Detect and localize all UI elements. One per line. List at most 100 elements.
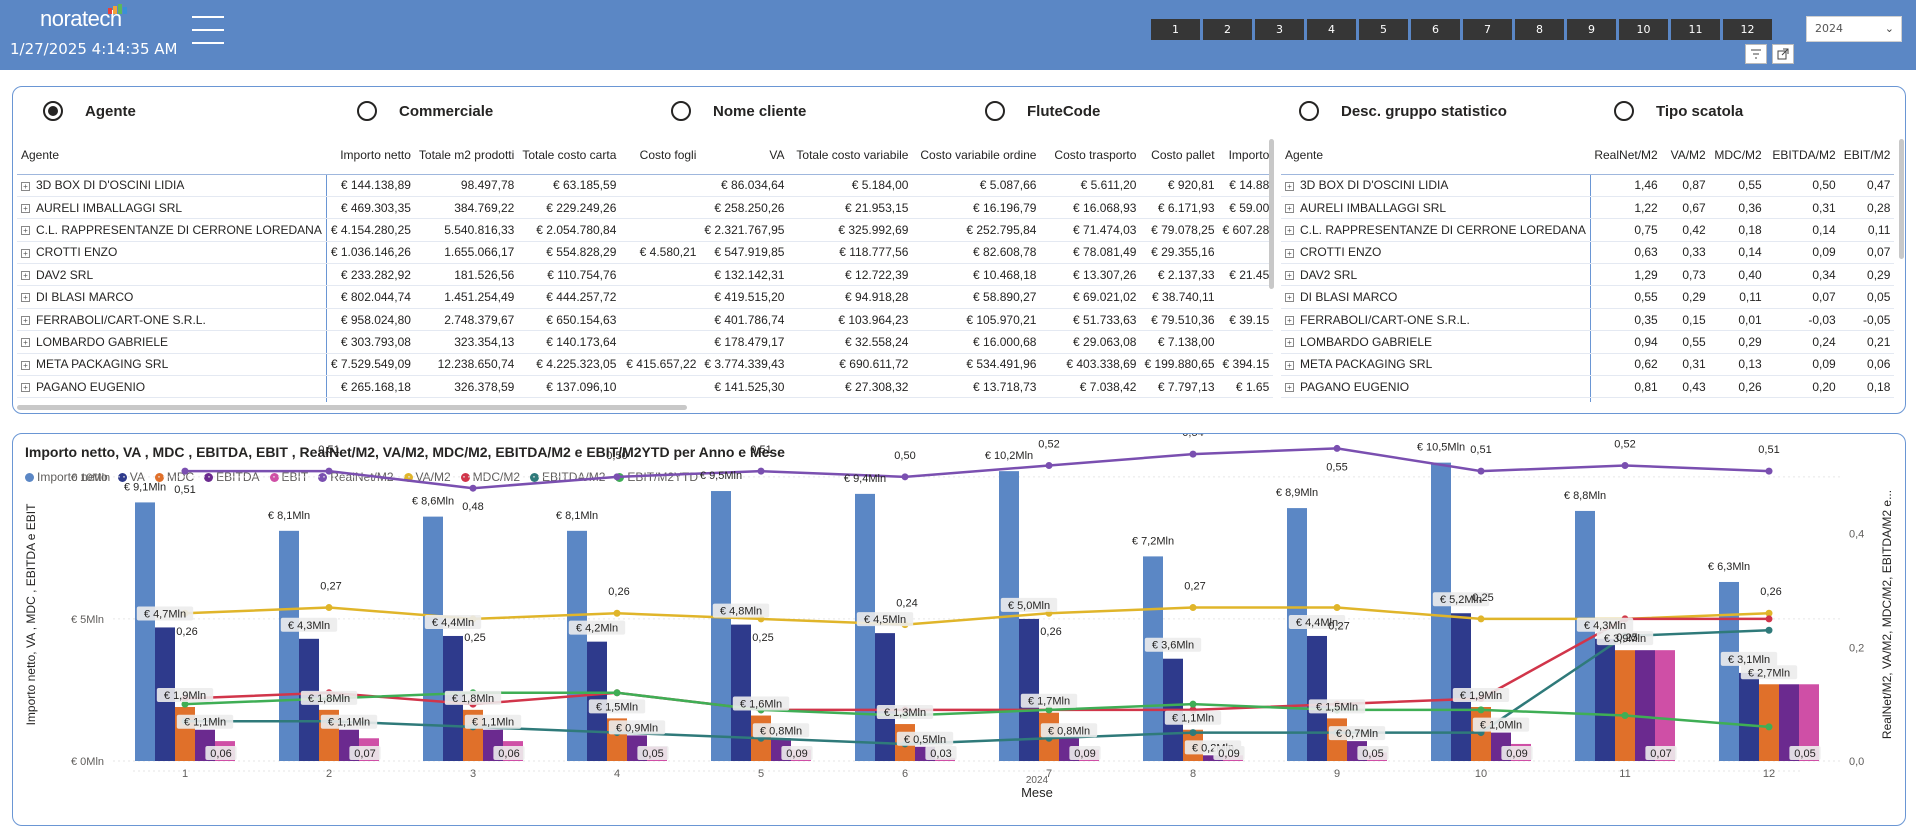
expand-icon[interactable]: + — [1285, 248, 1294, 258]
table-row[interactable]: + DI BLASI MARCO € 802.044,74 1.451.254,49 €… — [17, 285, 1274, 309]
line-point[interactable] — [1045, 461, 1053, 469]
column-header[interactable]: Importo netto — [326, 137, 415, 175]
month-button-6[interactable]: 6 — [1411, 19, 1460, 40]
table-row[interactable]: + AURELI IMBALLAGGI SRL € 469.303,35 384.76… — [17, 196, 1274, 220]
column-header[interactable]: Costo variabile ordine — [912, 137, 1041, 175]
column-header[interactable]: Totale costo carta — [518, 137, 621, 175]
vertical-scrollbar[interactable] — [1269, 139, 1274, 289]
table-row[interactable]: + DAV2 SRL 1,29 0,73 0,40 0,34 0,29 — [1281, 263, 1895, 287]
column-header[interactable]: Totale m2 prodotti — [414, 137, 519, 175]
line-point[interactable] — [1333, 604, 1341, 612]
column-header[interactable]: Agente — [1281, 137, 1591, 175]
table-row[interactable]: + FERRABOLI/CART-ONE S.R.L. € 958.024,80 2.… — [17, 308, 1274, 332]
expand-icon[interactable]: + — [1285, 360, 1294, 370]
line-point[interactable] — [325, 604, 333, 612]
expand-icon[interactable]: + — [21, 383, 30, 393]
line-point[interactable] — [613, 689, 621, 697]
table-row[interactable]: +PONTARELLI LUIGI ELLEPI PROMOTION RAPPR… — [17, 397, 1274, 402]
table-row[interactable]: + META PACKAGING SRL € 7.529.549,09 12.238.… — [17, 353, 1274, 377]
bar-ebit[interactable] — [1655, 650, 1675, 761]
line-ebitda-m2[interactable] — [185, 629, 1770, 746]
line-point[interactable] — [1189, 450, 1197, 458]
hamburger-menu-icon[interactable] — [192, 16, 224, 46]
line-point[interactable] — [1477, 615, 1485, 623]
bar-importo-netto[interactable] — [855, 493, 875, 761]
expand-icon[interactable]: + — [1285, 338, 1294, 348]
expand-icon[interactable]: + — [1285, 203, 1294, 213]
column-header[interactable]: Costo pallet — [1140, 137, 1219, 175]
bar-importo-netto[interactable] — [711, 491, 731, 761]
line-point[interactable] — [1765, 609, 1773, 617]
bar-mdc[interactable] — [1615, 650, 1635, 761]
bar-va[interactable] — [731, 624, 751, 761]
column-header[interactable]: EBIT/M2 — [1839, 137, 1895, 175]
line-point[interactable] — [1477, 706, 1485, 714]
expand-icon[interactable]: + — [1285, 181, 1294, 191]
expand-icon[interactable]: + — [21, 315, 30, 325]
bar-va[interactable] — [1739, 672, 1759, 761]
table-row[interactable]: + CROTTI ENZO 0,63 0,33 0,14 0,09 0,07 — [1281, 241, 1895, 265]
line-point[interactable] — [1189, 700, 1197, 708]
line-point[interactable] — [1189, 729, 1197, 737]
table-row[interactable]: + C.L. RAPPRESENTANZE DI CERRONE LOREDANA… — [1281, 218, 1895, 242]
expand-icon[interactable]: + — [21, 181, 30, 191]
table-row[interactable]: +3D BOX DI D'OSCINI LIDIA 1,46 0,87 0,55 0,5… — [1281, 174, 1895, 197]
bar-mdc[interactable] — [1759, 684, 1779, 761]
legend-item[interactable]: MDC/M2 — [460, 470, 520, 484]
expand-icon[interactable]: + — [1285, 315, 1294, 325]
table-row[interactable]: + META PACKAGING SRL 0,62 0,31 0,13 0,09 0,06 — [1281, 353, 1895, 377]
line-point[interactable] — [1477, 467, 1485, 475]
radio-option[interactable]: Agente — [43, 101, 136, 121]
line-point[interactable] — [1621, 461, 1629, 469]
bar-va[interactable] — [1451, 613, 1471, 761]
table-row[interactable]: +3D BOX DI D'OSCINI LIDIA € 144.138,89 98.… — [17, 174, 1274, 197]
bar-ebit[interactable] — [1799, 684, 1819, 761]
bar-va[interactable] — [875, 633, 895, 761]
legend-item[interactable]: VA — [117, 470, 145, 484]
line-point[interactable] — [325, 467, 333, 475]
column-header[interactable]: Costo fogli — [620, 137, 701, 175]
bar-importo-netto[interactable] — [1143, 556, 1163, 761]
line-point[interactable] — [181, 700, 189, 708]
table-row[interactable]: + PAGANO EUGENIO 0,81 0,43 0,26 0,20 0,18 — [1281, 375, 1895, 399]
month-button-8[interactable]: 8 — [1515, 19, 1564, 40]
line-point[interactable] — [1333, 444, 1341, 452]
month-button-9[interactable]: 9 — [1567, 19, 1616, 40]
bar-importo-netto[interactable] — [135, 502, 155, 761]
table-row[interactable]: + AURELI IMBALLAGGI SRL 1,22 0,67 0,36 0,31 0,… — [1281, 196, 1895, 220]
table-row[interactable]: + DAV2 SRL € 233.282,92 181.526,56 € 110.754… — [17, 263, 1274, 287]
expand-icon[interactable]: + — [1285, 226, 1294, 236]
line-point[interactable] — [1765, 723, 1773, 731]
line-point[interactable] — [901, 473, 909, 481]
bar-va[interactable] — [1019, 618, 1039, 761]
line-point[interactable] — [1765, 615, 1773, 623]
line-point[interactable] — [1621, 712, 1629, 720]
line-point[interactable] — [1045, 706, 1053, 714]
line-point[interactable] — [1189, 604, 1197, 612]
bar-va[interactable] — [1595, 638, 1615, 761]
month-button-7[interactable]: 7 — [1463, 19, 1512, 40]
expand-icon[interactable]: + — [21, 271, 30, 281]
column-header[interactable]: MDC/M2 — [1709, 137, 1766, 175]
expand-icon[interactable]: + — [21, 338, 30, 348]
line-point[interactable] — [181, 467, 189, 475]
expand-icon[interactable]: + — [21, 203, 30, 213]
month-button-4[interactable]: 4 — [1307, 19, 1356, 40]
table-row[interactable]: +PONTARELLI LUIGI ELLEPI PROMOTION RAPPR… — [1281, 397, 1895, 402]
column-header[interactable]: Costo trasporto — [1040, 137, 1141, 175]
bar-importo-netto[interactable] — [1431, 462, 1451, 761]
bar-ebitda[interactable] — [1779, 684, 1799, 761]
radio-option[interactable]: Tipo scatola — [1614, 101, 1743, 121]
month-button-10[interactable]: 10 — [1619, 19, 1668, 40]
table-row[interactable]: + LOMBARDO GABRIELE € 303.793,08 323.354,13… — [17, 330, 1274, 354]
bar-importo-netto[interactable] — [1575, 510, 1595, 761]
bar-importo-netto[interactable] — [567, 530, 587, 761]
expand-icon[interactable]: + — [21, 248, 30, 258]
expand-icon[interactable]: + — [1285, 271, 1294, 281]
line-point[interactable] — [613, 473, 621, 481]
month-button-5[interactable]: 5 — [1359, 19, 1408, 40]
focus-mode-icon[interactable] — [1772, 44, 1794, 64]
bar-ebitda[interactable] — [1203, 755, 1223, 761]
expand-icon[interactable]: + — [21, 226, 30, 236]
column-header[interactable]: VA/M2 — [1661, 137, 1710, 175]
